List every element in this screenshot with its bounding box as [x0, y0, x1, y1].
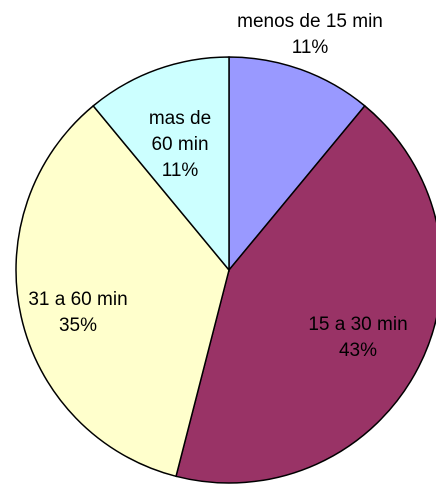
- value-label: 43%: [338, 340, 378, 361]
- pie-slice: [175, 104, 436, 484]
- pie-slice: [228, 56, 366, 273]
- slice-label: menos de 15 min 11%: [237, 9, 383, 61]
- category-label: menos de 15 min: [237, 11, 383, 32]
- slice-label: 31 a 60 min 35%: [28, 287, 127, 339]
- category-label: 31 a 60 min: [28, 289, 128, 310]
- category-label: 15 a 30 min: [308, 314, 408, 335]
- pie-slice: [15, 104, 230, 478]
- value-label: 35%: [58, 315, 98, 336]
- pie-slice: [92, 56, 230, 273]
- slice-label: 15 a 30 min 43%: [308, 312, 407, 364]
- value-label: 11%: [161, 160, 199, 181]
- slice-label: mas de 60 min 11%: [141, 106, 219, 184]
- value-label: 11%: [291, 37, 329, 58]
- category-label: mas de 60 min: [148, 108, 212, 155]
